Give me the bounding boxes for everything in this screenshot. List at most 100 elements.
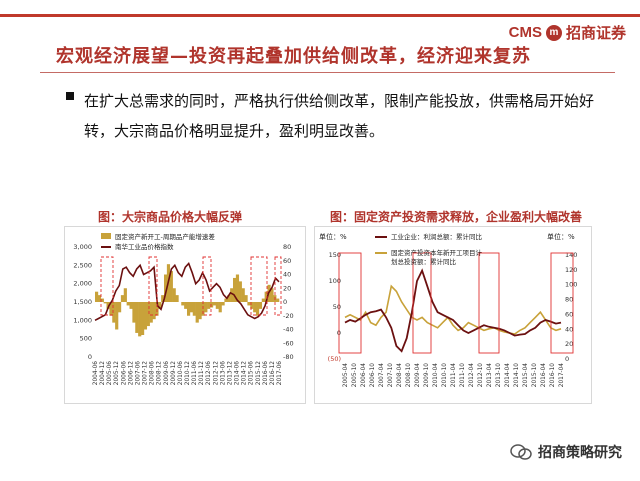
left-bar <box>149 302 153 323</box>
right-highlight-boxes <box>338 252 574 354</box>
right-chart-panel: 单位：% 单位：% 150 100 50 0 (50) 140 120 100 80 60 40 2… <box>314 226 592 404</box>
left-bar <box>97 295 102 302</box>
left-bar <box>155 302 159 316</box>
left-bar <box>212 302 217 306</box>
watermark-text: 招商策略研究 <box>538 445 622 461</box>
left-y-axis-right: 80 60 40 20 0 -20 -40 -60 -80 <box>283 243 294 361</box>
left-bar <box>235 274 240 302</box>
left-bar <box>158 302 162 309</box>
right-y2-tick: 80 <box>565 296 573 304</box>
left-bar <box>115 302 119 330</box>
left-x-tick: 2016-12 <box>270 361 276 386</box>
left-highlight-box <box>250 256 268 316</box>
left-bar <box>106 302 110 309</box>
right-x-tick: 2015-10 <box>532 363 538 388</box>
left-bar <box>261 298 265 302</box>
left-y2-tick: 80 <box>283 243 291 251</box>
right-y2-tick: 100 <box>565 281 577 289</box>
logo-text: CMS <box>508 24 542 41</box>
left-bar <box>264 291 268 302</box>
left-y-axis-left: 3,000 2,500 2,000 1,500 1,000 500 0 <box>73 243 92 361</box>
left-highlight-box <box>100 256 114 316</box>
left-x-tick: 2016-06 <box>263 361 269 386</box>
left-bar <box>143 302 148 330</box>
left-bar <box>184 302 188 309</box>
left-bar <box>187 302 191 316</box>
right-x-axis: 2005-04 2005-10 2006-04 2006-10 2007-04 2007-… <box>343 363 565 388</box>
left-bar <box>244 295 248 302</box>
left-bar <box>221 302 225 306</box>
left-bar <box>138 302 142 337</box>
left-bar <box>247 302 251 306</box>
right-x-tick: 2013-04 <box>487 363 493 388</box>
right-x-tick: 2005-04 <box>343 363 349 388</box>
right-chart: 单位：% 单位：% 150 100 50 0 (50) 140 120 100 80 60 40 2… <box>319 232 577 388</box>
left-bar <box>189 302 194 313</box>
left-bar <box>192 302 196 316</box>
right-highlight-box <box>412 252 432 354</box>
left-bar <box>224 298 228 302</box>
left-bar-series <box>95 264 280 337</box>
left-bar <box>181 302 185 306</box>
right-y2-tick: 0 <box>565 355 569 363</box>
left-bar <box>95 291 99 302</box>
left-bar <box>241 288 245 302</box>
left-legend-line-label: 南华工业品价格指数 <box>115 242 174 251</box>
title-divider <box>40 72 615 73</box>
left-x-axis: 2004-06 2004-12 2005-06 2005-12 2006-06 2006-… <box>93 361 283 386</box>
right-highlight-box <box>478 252 500 354</box>
left-y-tick: 2,000 <box>73 280 92 288</box>
right-x-tick: 2015-04 <box>523 363 529 388</box>
left-bar <box>103 302 107 304</box>
right-x-tick: 2016-04 <box>541 363 547 388</box>
logo-name: 招商证券 <box>565 25 626 42</box>
left-y-tick: 500 <box>80 335 92 343</box>
company-logo: CMS m 招商证券 <box>509 22 626 43</box>
right-y2-tick: 140 <box>565 251 577 259</box>
left-x-tick: 2006-12 <box>128 361 134 386</box>
left-bar <box>207 302 211 309</box>
left-x-tick: 2013-12 <box>227 361 233 386</box>
right-highlight-box <box>338 252 362 354</box>
right-x-tick: 2017-04 <box>559 363 565 388</box>
left-bar <box>227 295 231 302</box>
right-y2-tick: 60 <box>565 310 573 318</box>
right-y2-tick: 40 <box>565 325 573 333</box>
right-x-tick: 2009-10 <box>424 363 430 388</box>
left-y2-tick: -20 <box>283 312 294 320</box>
left-bar <box>112 302 116 323</box>
left-bar <box>258 302 263 309</box>
left-x-tick: 2014-12 <box>242 361 248 386</box>
right-y-tick: 150 <box>329 251 341 259</box>
left-y2-tick: 20 <box>283 284 291 292</box>
left-x-tick: 2005-12 <box>114 361 120 386</box>
left-highlight-boxes <box>100 256 282 316</box>
left-bar <box>250 302 254 309</box>
right-x-tick: 2014-04 <box>505 363 511 388</box>
right-y-tick: 50 <box>333 303 341 311</box>
left-x-tick: 2014-06 <box>235 361 241 386</box>
left-bar <box>215 302 219 309</box>
top-accent-line <box>0 14 640 17</box>
left-bar <box>204 302 208 313</box>
left-x-tick: 2004-12 <box>100 361 106 386</box>
right-y-axis-right: 140 120 100 80 60 40 20 0 <box>565 251 577 363</box>
left-chart: 3,000 2,500 2,000 1,500 1,000 500 0 80 60 40 20 0 -… <box>73 232 294 386</box>
right-x-tick: 2008-04 <box>397 363 403 388</box>
left-bar <box>129 302 133 309</box>
left-x-tick: 2006-06 <box>121 361 127 386</box>
left-bar <box>126 302 130 306</box>
right-x-tick: 2008-10 <box>406 363 412 388</box>
left-bar <box>270 288 274 302</box>
left-x-tick: 2009-12 <box>171 361 177 386</box>
left-y-tick: 1,000 <box>73 316 92 324</box>
left-y-tick: 1,500 <box>73 298 92 306</box>
left-x-tick: 2015-06 <box>249 361 255 386</box>
left-bar <box>164 274 168 302</box>
left-bar <box>141 302 145 335</box>
right-y2-tick: 120 <box>565 266 577 274</box>
left-bar <box>120 295 125 302</box>
left-bar <box>146 302 150 327</box>
top-bar <box>0 0 640 14</box>
left-x-tick: 2007-12 <box>143 361 149 386</box>
